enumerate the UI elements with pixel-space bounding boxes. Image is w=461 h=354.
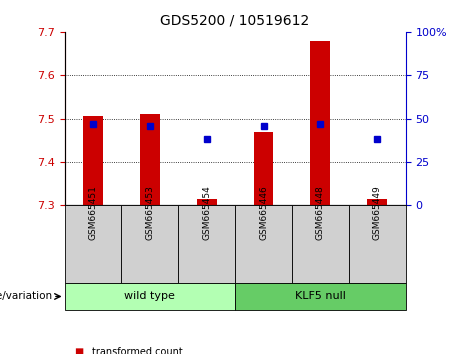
Bar <box>83 116 103 205</box>
Bar <box>367 199 387 205</box>
FancyBboxPatch shape <box>178 205 235 283</box>
Text: KLF5 null: KLF5 null <box>295 291 346 302</box>
FancyBboxPatch shape <box>65 205 121 283</box>
Text: ■: ■ <box>74 347 83 354</box>
Title: GDS5200 / 10519612: GDS5200 / 10519612 <box>160 14 310 28</box>
FancyBboxPatch shape <box>349 205 406 283</box>
Text: GSM665446: GSM665446 <box>259 185 268 240</box>
FancyBboxPatch shape <box>235 283 406 310</box>
Text: GSM665448: GSM665448 <box>316 185 325 240</box>
FancyBboxPatch shape <box>65 283 235 310</box>
Text: GSM665453: GSM665453 <box>145 185 154 240</box>
Text: genotype/variation: genotype/variation <box>0 291 52 302</box>
Bar <box>140 114 160 205</box>
Text: GSM665449: GSM665449 <box>373 185 382 240</box>
FancyBboxPatch shape <box>292 205 349 283</box>
Text: GSM665451: GSM665451 <box>89 185 97 240</box>
Text: transformed count: transformed count <box>92 347 183 354</box>
Text: GSM665454: GSM665454 <box>202 185 211 240</box>
Bar <box>254 132 273 205</box>
Bar <box>197 199 217 205</box>
FancyBboxPatch shape <box>121 205 178 283</box>
Text: wild type: wild type <box>124 291 175 302</box>
FancyBboxPatch shape <box>235 205 292 283</box>
Bar <box>310 40 331 205</box>
